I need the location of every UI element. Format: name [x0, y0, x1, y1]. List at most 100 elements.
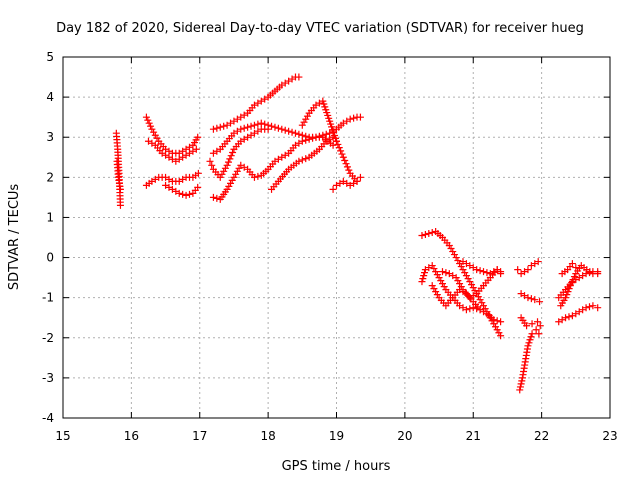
data-point-interp	[341, 156, 349, 164]
data-point-interp	[491, 323, 499, 331]
data-point-interp	[421, 230, 429, 238]
data-point	[589, 302, 597, 310]
data-point-interp	[527, 333, 535, 341]
data-point	[339, 153, 347, 161]
series-arc-21	[514, 258, 542, 278]
data-point-interp	[432, 288, 440, 296]
data-point-interp	[247, 122, 255, 130]
data-point-interp	[220, 122, 228, 130]
series-arc-9	[206, 125, 272, 181]
data-point-interp	[342, 160, 350, 168]
data-point	[223, 161, 231, 169]
data-point	[490, 316, 498, 324]
data-point-interp	[225, 182, 233, 190]
data-point	[497, 318, 505, 326]
data-point	[428, 262, 436, 270]
data-point-interp	[563, 291, 571, 299]
data-point-interp	[476, 296, 484, 304]
data-point	[333, 137, 340, 145]
data-point-interp	[144, 116, 152, 124]
data-point-interp	[483, 269, 491, 277]
series-arc-19	[516, 326, 543, 394]
data-point	[298, 121, 306, 129]
data-point-interp	[447, 245, 455, 253]
data-point-interp	[303, 112, 311, 120]
data-point-interp	[420, 272, 428, 280]
data-point-interp	[295, 130, 303, 138]
data-point	[250, 173, 258, 181]
data-point	[582, 270, 590, 278]
data-point	[142, 113, 150, 121]
data-point	[459, 266, 467, 274]
data-point-interp	[517, 380, 525, 388]
x-axis-title: GPS time / hours	[282, 459, 391, 474]
data-point	[329, 141, 337, 149]
data-point	[582, 304, 590, 312]
series-arc-18	[459, 258, 505, 278]
data-point-interp	[335, 144, 343, 152]
data-point	[194, 133, 202, 141]
data-point-interp	[334, 140, 342, 148]
data-point-interp	[476, 267, 484, 275]
data-point-interp	[147, 122, 155, 130]
data-point-interp	[456, 280, 464, 288]
data-point-interp	[229, 148, 237, 156]
series-arc-26	[558, 260, 580, 278]
data-point	[480, 268, 488, 276]
y-tick-label: -2	[42, 331, 54, 345]
data-point-interp	[298, 131, 306, 139]
data-point	[493, 326, 501, 334]
data-point-interp	[466, 305, 474, 313]
data-point	[497, 332, 505, 340]
data-point-interp	[585, 303, 593, 311]
data-point-interp	[232, 170, 240, 178]
data-point-interp	[145, 119, 153, 127]
data-point	[452, 274, 460, 282]
data-point-interp	[274, 124, 282, 132]
data-point	[237, 125, 245, 133]
data-point-interp	[298, 156, 306, 164]
data-point-interp	[569, 276, 577, 284]
data-point-interp	[450, 251, 458, 259]
data-point	[194, 169, 202, 177]
data-point	[182, 191, 190, 199]
data-point	[209, 125, 217, 133]
data-point	[194, 183, 202, 191]
series-arc-6	[162, 181, 202, 199]
data-point	[438, 268, 446, 276]
data-point-interp	[526, 336, 534, 344]
data-point-interp	[208, 161, 216, 169]
y-tick-label: 2	[46, 170, 54, 184]
data-point	[594, 268, 602, 276]
data-point-interp	[302, 136, 310, 144]
data-point	[291, 129, 299, 137]
data-point-interp	[518, 377, 526, 385]
data-point-interp	[240, 124, 248, 132]
data-point	[524, 266, 532, 274]
series-arc-20	[517, 290, 544, 306]
data-point-interp	[285, 127, 293, 135]
data-point	[480, 302, 488, 310]
data-point-interp	[437, 277, 445, 285]
data-point-interp	[430, 265, 438, 273]
data-point	[216, 123, 224, 131]
data-point	[295, 157, 303, 165]
data-point	[116, 185, 124, 193]
data-point	[572, 264, 580, 272]
data-point-interp	[345, 166, 353, 174]
series-arc-12	[298, 97, 361, 185]
series-arc-8	[209, 119, 337, 157]
data-point	[497, 270, 505, 278]
data-point	[473, 266, 481, 274]
y-tick-label: 4	[46, 90, 54, 104]
data-point-interp	[433, 291, 441, 299]
data-point	[536, 322, 544, 330]
data-point	[462, 306, 470, 314]
data-point	[445, 242, 453, 250]
data-point	[346, 115, 354, 123]
series-arc-10	[209, 113, 364, 203]
data-point-interp	[213, 124, 221, 132]
series-arc-5	[142, 169, 202, 189]
data-point	[568, 260, 576, 268]
